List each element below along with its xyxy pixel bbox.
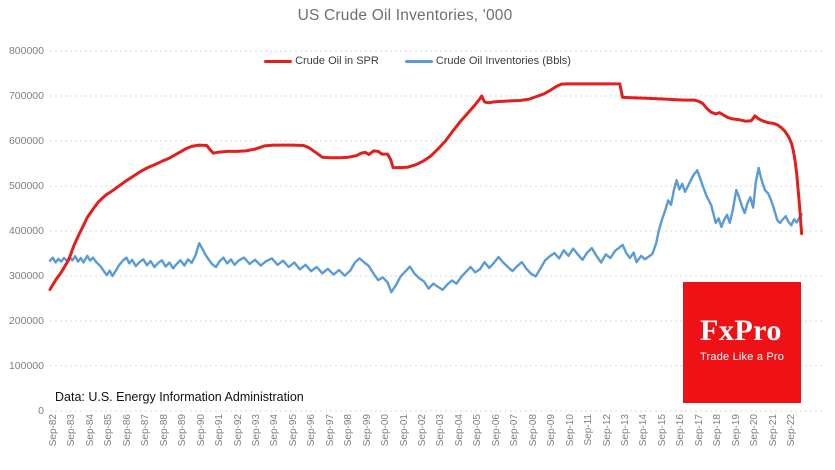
fxpro-logo: FxPro Trade Like a Pro <box>683 282 801 403</box>
x-tick-label: Sep-08 <box>527 414 539 447</box>
chart-title: US Crude Oil Inventories, '000 <box>297 7 513 24</box>
x-tick-label: Sep-02 <box>417 414 428 447</box>
x-tick-label: Sep-99 <box>361 414 373 447</box>
legend-swatch-icon <box>404 59 433 63</box>
x-tick-label: Sep-13 <box>619 414 631 447</box>
source-note: Data: U.S. Energy Information Administra… <box>55 390 304 404</box>
x-tick-label: Sep-05 <box>472 414 484 447</box>
fxpro-wordmark: FxPro <box>700 314 782 347</box>
legend-label: Crude Oil in SPR <box>295 55 379 67</box>
x-tick-label: Sep-83 <box>66 414 78 447</box>
y-tick-label: 800000 <box>8 45 44 57</box>
x-tick-label: Sep-94 <box>269 414 281 447</box>
legend-item-0: Crude Oil in SPR <box>264 55 379 67</box>
y-tick-label: 100000 <box>8 360 44 372</box>
y-tick-label: 600000 <box>8 135 44 147</box>
x-tick-label: Sep-91 <box>214 414 226 447</box>
y-tick-label: 500000 <box>8 180 44 192</box>
y-tick-label: 400000 <box>8 225 44 237</box>
x-tick-label: Sep-18 <box>712 414 724 447</box>
x-tick-label: Sep-90 <box>195 414 207 447</box>
x-tick-label: Sep-96 <box>306 414 318 447</box>
x-tick-label: Sep-19 <box>730 414 742 447</box>
series-line-inventories <box>48 166 803 294</box>
x-tick-label: Sep-09 <box>546 414 558 447</box>
x-tick-label: Sep-10 <box>564 414 576 447</box>
y-tick-label: 0 <box>38 405 44 417</box>
x-tick-label: Sep-16 <box>675 414 687 447</box>
x-tick-label: Sep-20 <box>749 414 761 447</box>
x-tick-label: Sep-00 <box>380 414 392 447</box>
x-tick-label: Sep-11 <box>583 414 595 446</box>
legend-label: Crude Oil Inventories (Bbls) <box>435 55 571 67</box>
x-tick-label: Sep-98 <box>343 414 355 447</box>
x-tick-label: Sep-89 <box>177 414 189 447</box>
x-tick-label: Sep-87 <box>140 414 152 447</box>
x-tick-label: Sep-06 <box>490 414 502 447</box>
x-tick-label: Sep-82 <box>48 414 59 447</box>
x-tick-label: Sep-88 <box>158 414 170 447</box>
x-tick-label: Sep-22 <box>786 414 797 447</box>
x-tick-label: Sep-86 <box>121 414 133 447</box>
legend-item-1: Crude Oil Inventories (Bbls) <box>404 55 571 67</box>
chart-legend: Crude Oil in SPR Crude Oil Inventories (B… <box>0 53 835 69</box>
x-tick-label: Sep-12 <box>601 414 613 447</box>
x-tick-label: Sep-14 <box>638 414 650 447</box>
fxpro-tagline: Trade Like a Pro <box>700 351 785 363</box>
x-tick-label: Sep-95 <box>287 414 299 447</box>
x-tick-label: Sep-92 <box>232 414 244 447</box>
x-tick-label: Sep-21 <box>767 414 779 447</box>
x-tick-label: Sep-17 <box>693 414 705 447</box>
x-tick-label: Sep-85 <box>103 414 115 447</box>
series-line-spr <box>48 82 804 291</box>
x-tick-label: Sep-93 <box>250 414 262 447</box>
y-tick-label: 300000 <box>8 270 44 282</box>
legend-swatch-icon <box>264 59 293 63</box>
y-tick-label: 700000 <box>8 90 44 102</box>
x-tick-label: Sep-04 <box>453 414 465 447</box>
x-tick-label: Sep-07 <box>509 414 521 447</box>
y-tick-label: 200000 <box>8 315 44 327</box>
x-tick-label: Sep-01 <box>398 414 410 447</box>
x-tick-label: Sep-97 <box>324 414 336 447</box>
x-tick-label: Sep-03 <box>435 414 447 447</box>
x-tick-label: Sep-15 <box>656 414 668 447</box>
x-tick-label: Sep-84 <box>84 414 96 447</box>
